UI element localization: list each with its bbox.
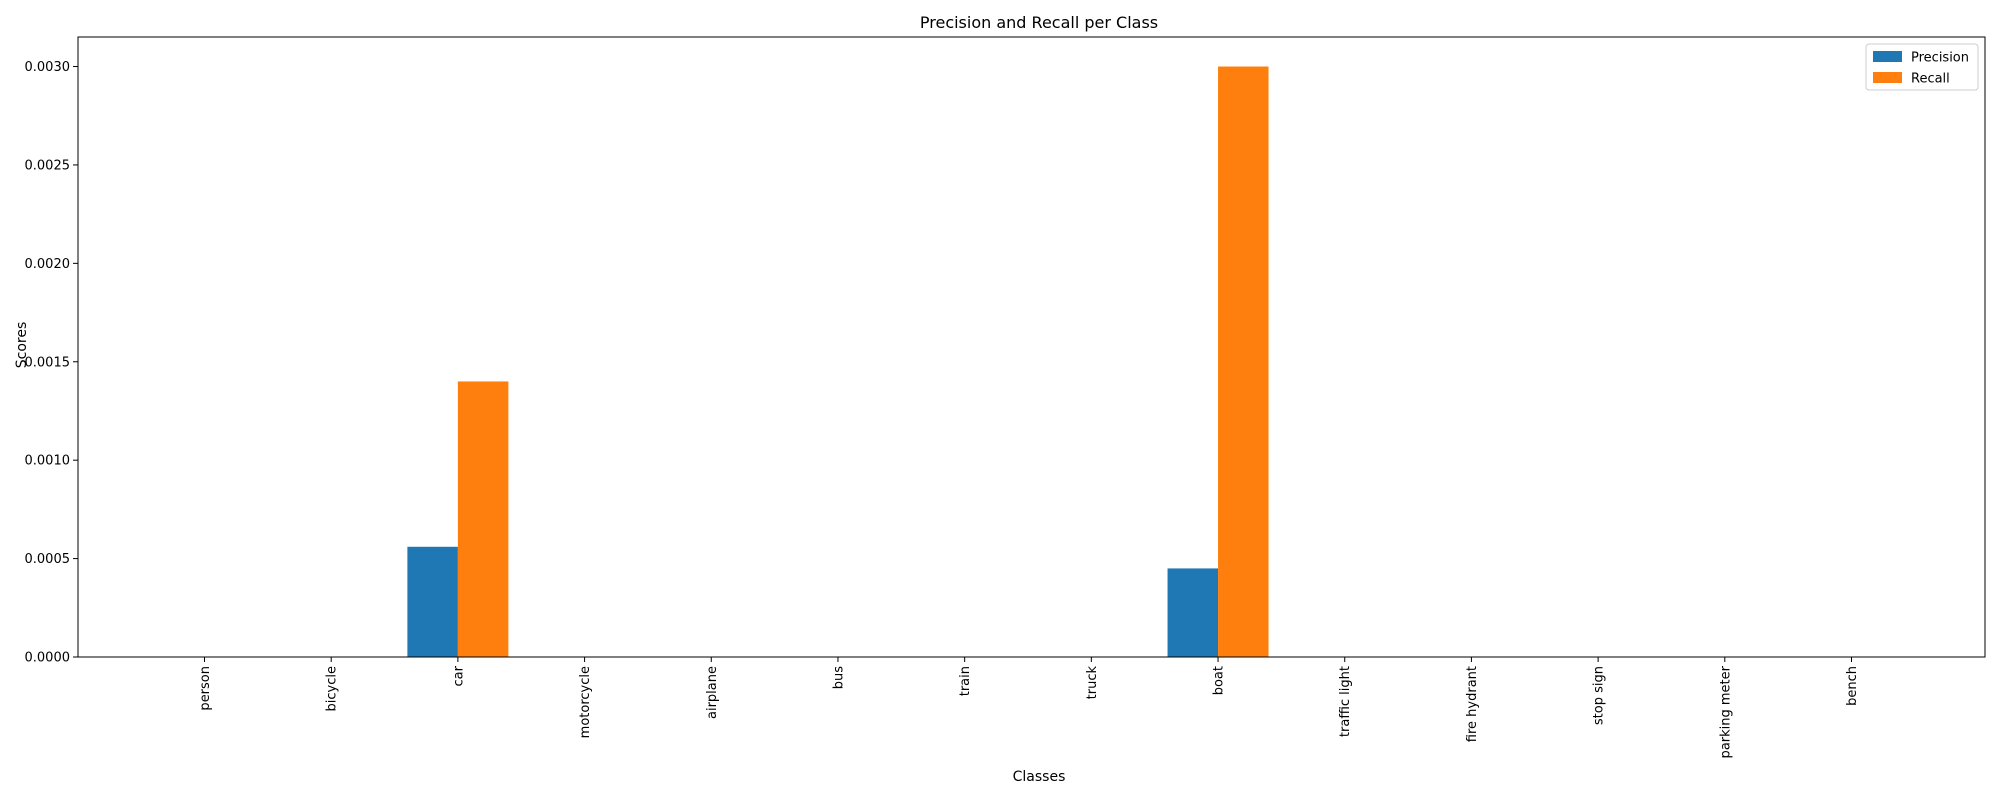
x-tick-label: train <box>958 666 973 696</box>
chart-title: Precision and Recall per Class <box>920 13 1158 32</box>
x-tick-label: truck <box>1085 666 1100 700</box>
y-tick-label: 0.0010 <box>25 454 71 469</box>
x-tick-label: boat <box>1212 666 1227 695</box>
legend: Precision Recall <box>1865 43 1979 91</box>
x-tick-label: car <box>451 665 466 686</box>
legend-label-recall: Recall <box>1911 72 1950 87</box>
bar-recall-car <box>457 381 509 657</box>
y-tick-label: 0.0015 <box>25 355 71 370</box>
bar-precision-boat <box>1167 568 1219 657</box>
y-tick-label: 0.0025 <box>25 158 71 173</box>
bar-recall-boat <box>1218 66 1269 658</box>
x-tick-label: stop sign <box>1592 666 1607 725</box>
y-axis-label: Scores <box>14 322 30 369</box>
bar-precision-car <box>407 546 458 657</box>
x-axis: person bicycle car motorcycle airplane bus tra… <box>198 657 1860 758</box>
x-tick-label: airplane <box>705 666 720 719</box>
x-tick-label: bus <box>831 666 846 689</box>
legend-swatch-recall <box>1873 72 1902 83</box>
plot-area <box>407 66 1269 658</box>
x-tick-label: person <box>198 666 213 711</box>
y-axis: 0.0000 0.0005 0.0010 0.0015 0.0020 0.0025 0.00… <box>25 60 78 666</box>
x-tick-label: traffic light <box>1338 666 1353 737</box>
x-axis-label: Classes <box>1013 769 1066 785</box>
plot-frame <box>77 36 1986 658</box>
legend-label-precision: Precision <box>1911 51 1969 66</box>
x-tick-label: bicycle <box>325 666 340 711</box>
x-tick-label: motorcycle <box>578 666 593 738</box>
x-tick-label: fire hydrant <box>1465 666 1480 742</box>
y-tick-label: 0.0020 <box>25 257 71 272</box>
legend-swatch-precision <box>1873 51 1902 62</box>
y-tick-label: 0.0030 <box>25 60 71 75</box>
y-tick-label: 0.0000 <box>25 651 71 666</box>
x-tick-label: bench <box>1845 666 1860 706</box>
x-tick-label: parking meter <box>1718 665 1733 758</box>
y-tick-label: 0.0005 <box>25 552 71 567</box>
